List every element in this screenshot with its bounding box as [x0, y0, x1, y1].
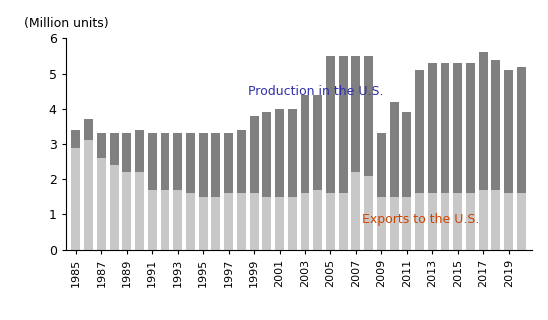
- Bar: [300, 95, 310, 193]
- Bar: [275, 197, 284, 250]
- Bar: [300, 193, 310, 250]
- Bar: [504, 193, 513, 250]
- Bar: [173, 190, 182, 250]
- Bar: [390, 197, 398, 250]
- Bar: [212, 133, 220, 197]
- Bar: [110, 165, 118, 250]
- Bar: [479, 190, 488, 250]
- Text: Production in the U.S.: Production in the U.S.: [248, 85, 383, 98]
- Bar: [492, 190, 500, 250]
- Bar: [364, 176, 373, 250]
- Bar: [453, 193, 462, 250]
- Bar: [275, 109, 284, 197]
- Bar: [466, 193, 475, 250]
- Bar: [122, 133, 132, 172]
- Bar: [71, 130, 81, 148]
- Bar: [415, 70, 424, 193]
- Bar: [237, 130, 246, 193]
- Bar: [428, 63, 437, 193]
- Bar: [224, 193, 233, 250]
- Bar: [186, 133, 195, 193]
- Bar: [135, 172, 144, 250]
- Bar: [466, 63, 475, 193]
- Bar: [173, 133, 182, 190]
- Bar: [122, 172, 132, 250]
- Bar: [390, 102, 398, 197]
- Bar: [84, 119, 93, 140]
- Bar: [161, 133, 169, 190]
- Bar: [441, 193, 449, 250]
- Bar: [313, 95, 322, 190]
- Bar: [212, 197, 220, 250]
- Bar: [71, 148, 81, 250]
- Bar: [186, 193, 195, 250]
- Bar: [351, 172, 361, 250]
- Bar: [262, 112, 271, 197]
- Bar: [326, 56, 335, 193]
- Bar: [441, 63, 449, 193]
- Bar: [313, 190, 322, 250]
- Text: (Million units): (Million units): [24, 17, 109, 30]
- Bar: [479, 52, 488, 190]
- Bar: [97, 158, 106, 250]
- Bar: [224, 133, 233, 193]
- Bar: [504, 70, 513, 193]
- Bar: [339, 193, 347, 250]
- Bar: [492, 60, 500, 190]
- Bar: [110, 133, 118, 165]
- Bar: [517, 193, 526, 250]
- Bar: [262, 197, 271, 250]
- Bar: [402, 197, 412, 250]
- Bar: [135, 130, 144, 172]
- Bar: [199, 197, 208, 250]
- Bar: [402, 112, 412, 197]
- Bar: [364, 56, 373, 176]
- Bar: [148, 190, 157, 250]
- Bar: [288, 197, 297, 250]
- Bar: [326, 193, 335, 250]
- Bar: [97, 133, 106, 158]
- Bar: [199, 133, 208, 197]
- Bar: [148, 133, 157, 190]
- Bar: [250, 193, 259, 250]
- Bar: [377, 133, 386, 197]
- Bar: [161, 190, 169, 250]
- Bar: [250, 116, 259, 193]
- Bar: [428, 193, 437, 250]
- Bar: [339, 56, 347, 193]
- Bar: [84, 140, 93, 250]
- Bar: [453, 63, 462, 193]
- Bar: [237, 193, 246, 250]
- Text: Exports to the U.S.: Exports to the U.S.: [362, 213, 480, 226]
- Bar: [288, 109, 297, 197]
- Bar: [415, 193, 424, 250]
- Bar: [517, 67, 526, 193]
- Bar: [377, 197, 386, 250]
- Bar: [351, 56, 361, 172]
